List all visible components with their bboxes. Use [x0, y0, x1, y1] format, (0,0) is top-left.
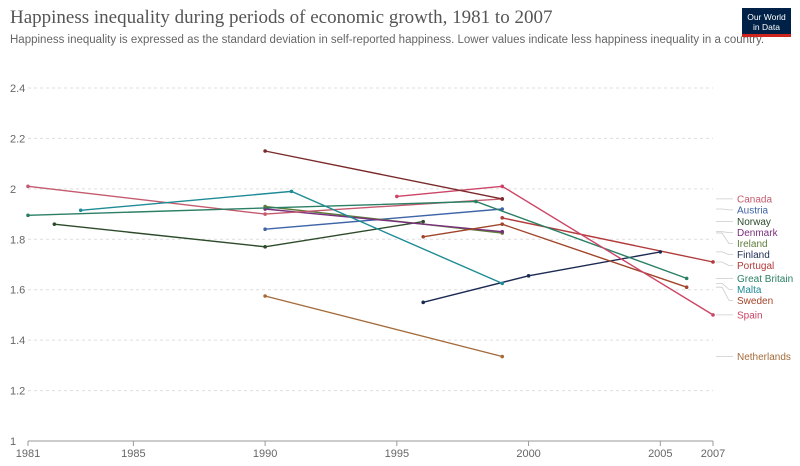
legend-label: Norway	[737, 217, 771, 228]
logo-line-2: in Data	[753, 22, 780, 32]
y-tick-label: 1.6	[10, 285, 25, 297]
x-tick-label: 1985	[121, 448, 145, 460]
series-point	[52, 222, 57, 226]
series-point	[684, 285, 689, 289]
series-point	[395, 194, 399, 199]
series-line	[27, 200, 687, 280]
series-point	[684, 276, 689, 281]
y-tick-label: 1.4	[10, 335, 25, 347]
y-tick-label: 1	[10, 436, 16, 448]
legend-label: Malta	[737, 285, 762, 296]
legend-label: Ireland	[737, 239, 768, 250]
series-point	[263, 294, 267, 298]
series-line	[423, 223, 687, 288]
series-point	[500, 197, 505, 201]
legend-label: Finland	[737, 250, 770, 261]
owid-logo[interactable]: Our World in Data	[742, 8, 791, 37]
x-tick-label: 2005	[648, 448, 672, 460]
series-line	[80, 190, 503, 285]
legend-label: Netherlands	[737, 352, 791, 363]
legend-connector	[716, 232, 733, 244]
legend-connector	[716, 208, 733, 211]
x-tick-label: 1990	[253, 448, 277, 460]
y-tick-label: 1.8	[10, 234, 25, 246]
series-point	[500, 216, 505, 220]
series-point	[263, 227, 267, 231]
series-point	[500, 281, 505, 286]
series-line	[264, 150, 503, 200]
series-point	[658, 250, 663, 254]
series-point	[421, 219, 425, 224]
legend-label: Denmark	[737, 228, 779, 239]
logo-accent-bar	[742, 34, 791, 37]
series-point	[289, 189, 294, 194]
legend-connector	[716, 231, 733, 233]
series-point	[263, 245, 267, 249]
logo-line-1: Our World	[747, 12, 786, 22]
series-line	[423, 251, 661, 303]
series-point	[500, 229, 505, 234]
x-tick-label: 1981	[16, 448, 40, 460]
series-point	[421, 300, 425, 305]
series-point	[78, 208, 83, 213]
series-point	[263, 149, 267, 153]
chart-title: Happiness inequality during periods of e…	[10, 7, 553, 28]
legend-label: Sweden	[737, 296, 773, 307]
x-tick-label: 1995	[385, 448, 409, 460]
x-tick-label: 2000	[516, 448, 540, 460]
series-point	[526, 274, 531, 278]
series-line	[502, 217, 714, 263]
legend-label: Austria	[737, 205, 769, 216]
y-tick-label: 1.2	[10, 386, 25, 398]
series-point	[500, 184, 505, 189]
series-point	[500, 207, 505, 211]
legend-label: Spain	[737, 310, 763, 321]
legend-connector	[716, 261, 733, 266]
legend-label: Portugal	[737, 261, 774, 272]
series-point	[474, 199, 478, 204]
series-line	[265, 208, 503, 233]
series-point	[26, 184, 30, 189]
series-point	[263, 212, 267, 216]
legend-connector	[716, 286, 733, 301]
series-point	[421, 234, 425, 239]
series-line	[264, 295, 503, 358]
series-point	[500, 222, 505, 226]
chart-subtitle: Happiness inequality is expressed as the…	[10, 34, 765, 46]
series-point	[26, 213, 30, 218]
series-point	[500, 354, 505, 359]
legend-connector	[716, 251, 733, 255]
series-line	[396, 185, 714, 316]
x-tick-label: 2007	[701, 448, 725, 460]
legend-connector	[716, 283, 733, 290]
legend-label: Great Britain	[737, 274, 793, 285]
series-point	[711, 313, 715, 317]
y-tick-label: 2.2	[10, 133, 25, 145]
series-point	[711, 260, 715, 264]
legend-label: Canada	[737, 194, 772, 205]
y-tick-label: 2.4	[10, 83, 25, 95]
y-tick-label: 2	[10, 184, 16, 196]
